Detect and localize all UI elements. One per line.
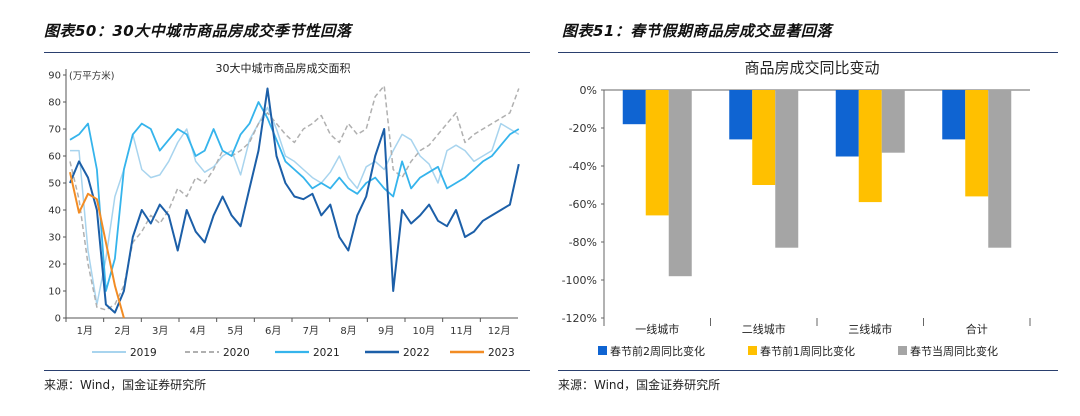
right-y-tick-label: -40% (569, 160, 597, 173)
bar-3-2 (988, 90, 1012, 248)
left-y-tick-label: 30 (48, 233, 61, 244)
left-y-tick-label: 80 (48, 98, 61, 109)
right-y-tick-label: 0% (580, 84, 597, 97)
left-x-tick-label: 5月 (227, 325, 243, 337)
left-x-tick-label: 2月 (114, 325, 130, 337)
legend-label-1: 春节前1周同比变化 (760, 344, 855, 358)
legend-label-2022: 2022 (403, 347, 430, 359)
right-category-label: 一线城市 (635, 322, 679, 336)
series-line-2019 (70, 106, 520, 306)
left-x-tick-label: 9月 (378, 325, 394, 337)
legend-label-2021: 2021 (313, 347, 340, 359)
left-figure-title: 图表50：30大中城市商品房成交季节性回落 (44, 22, 352, 40)
right-y-tick-label: -120% (562, 312, 597, 325)
legend-swatch-1 (748, 346, 757, 355)
left-x-tick-label: 10月 (412, 325, 435, 337)
left-x-tick-label: 1月 (77, 325, 93, 337)
right-source-note: 来源：Wind，国金证券研究所 (558, 378, 721, 392)
bar-0-1 (645, 90, 669, 216)
right-bar-chart: 商品房成交同比变动 0% -20% -40% -60% -80% -100% -120% 一线城… (562, 59, 1031, 358)
left-x-tick-label: 12月 (488, 325, 511, 337)
left-y-tick-label: 0 (55, 314, 61, 325)
bar-0-0 (622, 90, 646, 125)
right-figure: 图表51：春节假期商品房成交显著回落 商品房成交同比变动 0% -20% -40% -6… (540, 0, 1080, 416)
bar-1-2 (775, 90, 799, 248)
left-y-tick-label: 60 (48, 152, 61, 163)
right-y-tick-label: -80% (569, 236, 597, 249)
left-x-tick-label: 3月 (152, 325, 168, 337)
bar-1-1 (752, 90, 776, 185)
bar-3-0 (942, 90, 966, 140)
bar-2-2 (881, 90, 905, 153)
right-category-label: 三线城市 (848, 322, 892, 336)
bar-2-0 (835, 90, 859, 157)
left-y-tick-label: 90 (48, 71, 61, 82)
series-line-2022 (69, 87, 520, 314)
right-source-rule (558, 370, 1058, 371)
series-line-2020 (69, 85, 520, 311)
legend-label-2019: 2019 (130, 347, 157, 359)
left-y-tick-label: 70 (48, 125, 61, 136)
left-line-chart: 30大中城市商品房成交面积 (万平方米) 0 10 20 30 40 50 60 70 80 90 1月… (48, 61, 520, 359)
legend-label-2: 春节当周同比变化 (910, 344, 998, 358)
left-title-rule (44, 52, 530, 53)
legend-label-2023: 2023 (488, 347, 515, 359)
legend-label-0: 春节前2周同比变化 (610, 344, 705, 358)
left-figure: 图表50：30大中城市商品房成交季节性回落 30大中城市商品房成交面积 (万平方米… (44, 22, 530, 392)
left-y-tick-label: 50 (48, 179, 61, 190)
left-x-tick-label: 8月 (340, 325, 356, 337)
bar-3-1 (965, 90, 989, 197)
right-category-label: 二线城市 (742, 322, 786, 336)
left-y-tick-label: 20 (48, 260, 61, 271)
left-x-tick-label: 6月 (265, 325, 281, 337)
left-source-note: 来源：Wind，国金证券研究所 (44, 378, 207, 392)
left-source-rule (44, 370, 530, 371)
right-y-tick-label: -100% (562, 274, 597, 287)
right-chart-title: 商品房成交同比变动 (744, 59, 879, 77)
bar-1-0 (729, 90, 753, 140)
left-unit-label: (万平方米) (69, 70, 114, 82)
left-x-tick-label: 11月 (450, 325, 473, 337)
right-figure-title: 图表51：春节假期商品房成交显著回落 (562, 22, 832, 40)
left-x-tick-label: 4月 (190, 325, 206, 337)
left-y-tick-label: 40 (48, 206, 61, 217)
bar-2-1 (858, 90, 882, 203)
series-line-2021 (69, 101, 520, 292)
legend-label-2020: 2020 (223, 347, 250, 359)
left-x-tick-label: 7月 (303, 325, 319, 337)
right-y-tick-label: -20% (569, 122, 597, 135)
right-category-label: 合计 (966, 322, 988, 336)
right-title-rule (558, 52, 1058, 53)
left-chart-title: 30大中城市商品房成交面积 (216, 61, 351, 75)
right-y-tick-label: -60% (569, 198, 597, 211)
series-line-2023 (69, 171, 125, 319)
legend-swatch-2 (898, 346, 907, 355)
legend-swatch-0 (598, 346, 607, 355)
left-y-tick-label: 10 (48, 287, 61, 298)
bar-0-2 (668, 90, 692, 277)
